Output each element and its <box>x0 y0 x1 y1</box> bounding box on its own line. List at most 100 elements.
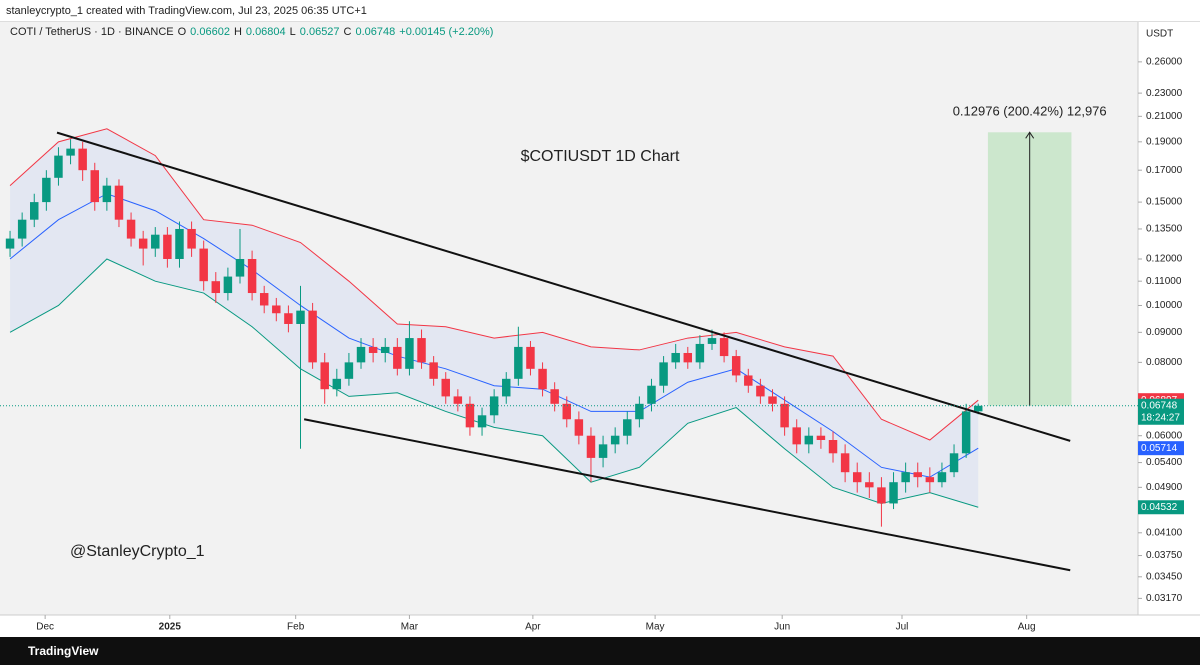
candle-body <box>102 185 112 203</box>
candle-body <box>744 375 753 386</box>
y-tick-label: 0.12000 <box>1146 254 1183 265</box>
candle-body <box>889 482 898 504</box>
candle-body <box>489 396 499 416</box>
band-lower <box>9 258 979 508</box>
candle-body <box>17 219 27 239</box>
candle-body <box>441 378 450 397</box>
candle-body <box>368 346 378 353</box>
x-tick-label: Apr <box>525 622 541 633</box>
candle-body <box>514 346 523 379</box>
trend-line <box>303 418 1071 572</box>
candle-body <box>526 346 535 369</box>
candle-body <box>865 482 874 488</box>
candle-body <box>223 276 233 294</box>
y-tick-label: 0.23000 <box>1146 88 1183 99</box>
candle-body <box>804 435 814 445</box>
candle-body <box>199 248 208 282</box>
candle-body <box>792 427 801 445</box>
candle-body <box>175 228 184 259</box>
candle-body <box>344 362 354 379</box>
watermark: @StanleyCrypto_1 <box>70 543 205 560</box>
candle-body <box>5 238 15 249</box>
symbol-legend: COTI / TetherUS · 1D · BINANCE O 0.06602 H… <box>10 26 493 38</box>
candle-body <box>393 346 402 369</box>
y-tick-label: 0.15000 <box>1146 197 1183 208</box>
ohlc-value: 0.06804 <box>245 26 286 38</box>
candle-body <box>683 352 693 363</box>
candle-body <box>538 368 547 390</box>
candle-body <box>235 258 245 277</box>
y-tick-label: 0.04900 <box>1146 482 1183 493</box>
price-tag-label: 0.05714 <box>1141 443 1178 454</box>
x-tick-label: May <box>646 622 665 633</box>
candle-body <box>211 281 221 294</box>
candle-body <box>671 352 680 363</box>
y-tick-label: 0.26000 <box>1146 57 1183 68</box>
ohlc-key: L <box>289 26 296 38</box>
y-tick-label: 0.10000 <box>1146 300 1183 311</box>
candle-body <box>308 310 317 363</box>
y-tick-label: 0.04100 <box>1146 527 1183 538</box>
ohlc-value: 0.06748 <box>355 26 396 38</box>
chart: USDT $COTIUSDT 1D Chart @StanleyCrypto_1… <box>0 22 1200 637</box>
candle-body <box>913 472 922 478</box>
candle-body <box>647 385 656 404</box>
candle-body <box>126 219 136 239</box>
candle-body <box>502 378 511 397</box>
candle-body <box>598 444 608 458</box>
candle-body <box>768 396 777 404</box>
y-axis-label: USDT <box>1146 29 1173 40</box>
candle-body <box>756 385 765 397</box>
x-tick-label: 2025 <box>159 622 182 633</box>
candle-body <box>259 293 269 306</box>
candle-body <box>840 453 850 473</box>
candle-body <box>901 472 910 483</box>
candle-body <box>937 472 947 483</box>
candle-body <box>151 234 160 249</box>
candle-body <box>477 415 487 428</box>
candle-body <box>961 411 971 454</box>
header: stanleycrypto_1 created with TradingView… <box>0 0 1200 22</box>
x-tick-label: Dec <box>36 622 54 633</box>
countdown: 18:24:27 <box>1141 412 1180 423</box>
candle-body <box>780 403 789 428</box>
y-tick-label: 0.05400 <box>1146 457 1183 468</box>
candle-body <box>320 362 329 390</box>
candle-body <box>284 313 293 324</box>
candle-body <box>949 453 959 473</box>
candle-body <box>550 389 559 404</box>
ohlc-key: O <box>177 26 187 38</box>
y-tick-label: 0.03170 <box>1146 593 1183 604</box>
change: +0.00145 (+2.20%) <box>399 26 494 38</box>
candle-body <box>429 362 438 379</box>
projection-label: 0.12976 (200.42%) 12,976 <box>953 104 1107 119</box>
candle-body <box>30 202 39 220</box>
plot: 0.12976 (200.42%) 12,976 <box>0 104 1138 572</box>
arrow-head <box>1025 131 1035 139</box>
price-axis-bg <box>1138 22 1200 637</box>
candle-body <box>332 378 342 390</box>
candle-body <box>417 338 426 363</box>
candle-body <box>925 477 935 483</box>
candle-body <box>877 487 886 504</box>
price-tag <box>1138 500 1184 515</box>
candle-body <box>623 419 632 436</box>
trend-line <box>56 131 1071 442</box>
price-tag <box>1138 398 1184 425</box>
ohlc-key: C <box>343 26 352 38</box>
ohlc-value: 0.06527 <box>299 26 340 38</box>
candle-body <box>816 435 826 440</box>
y-tick-label: 0.03450 <box>1146 571 1183 582</box>
candle-body <box>974 405 983 412</box>
y-tick-label: 0.09000 <box>1146 327 1183 338</box>
y-tick-label: 0.17000 <box>1146 165 1183 176</box>
candle-body <box>562 403 571 420</box>
y-tick-label: 0.11000 <box>1146 276 1182 287</box>
candle-body <box>405 338 414 369</box>
band-fill <box>10 128 979 508</box>
price-tag-label: 0.04532 <box>1141 502 1178 513</box>
candle-body <box>42 177 51 203</box>
candle-body <box>272 305 281 314</box>
chart-title: $COTIUSDT 1D Chart <box>521 148 680 165</box>
candle-body <box>574 419 584 436</box>
